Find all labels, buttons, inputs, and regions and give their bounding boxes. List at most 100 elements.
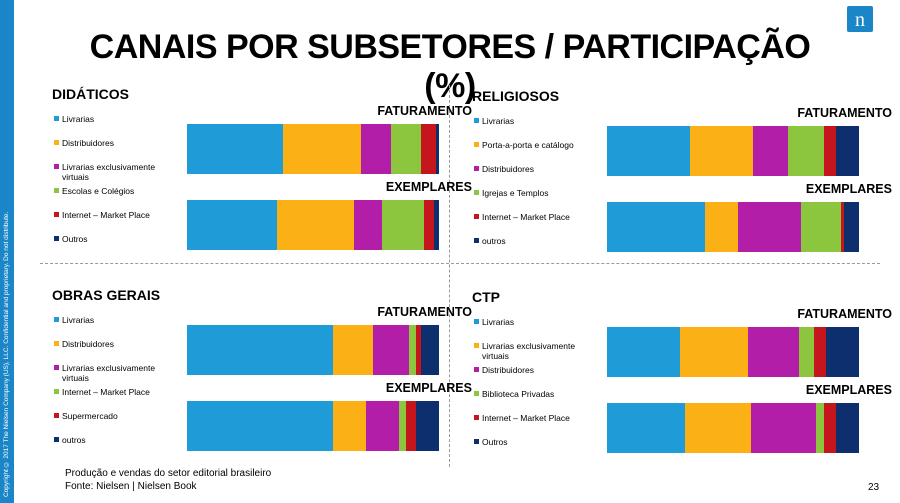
bar-segment-internet-market-place	[823, 126, 837, 176]
bar-segment-livrarias-exclusivamente-virtuais	[360, 124, 392, 174]
chart-title: DIDÁTICOS	[52, 86, 129, 102]
bar-label-faturamento: FATURAMENTO	[377, 305, 472, 319]
vertical-divider	[449, 85, 450, 467]
panel-didaticos: DIDÁTICOS Livrarias Distribuidores Livraria…	[52, 86, 472, 266]
panel-religiosos: RELIGIOSOS Livrarias Porta-a-porta e catál…	[472, 88, 892, 268]
stacked-bar-exemplares	[187, 200, 439, 250]
bar-segment-distribuidores	[333, 401, 366, 451]
bar-segment-supermercado	[416, 325, 422, 375]
bar-segment-supermercado	[406, 401, 417, 451]
legend-label: Internet – Market Place	[62, 387, 150, 397]
legend-label: Internet – Market Place	[482, 212, 570, 222]
bar-segment-outros	[436, 124, 439, 174]
copyright-text: Copyright © 2017 The Nielsen Company (US…	[3, 211, 10, 497]
legend-swatch	[54, 116, 59, 121]
stacked-bar-faturamento	[187, 325, 439, 375]
legend-swatch	[474, 214, 479, 219]
legend-label: Outros	[482, 437, 508, 447]
bar-segment-outros	[826, 327, 859, 377]
bar-segment-porta-a-porta-e-catalogo	[690, 126, 754, 176]
legend-swatch	[54, 140, 59, 145]
legend-label: Escolas e Colégios	[62, 186, 135, 196]
bar-segment-livrarias	[187, 124, 283, 174]
legend-swatch	[474, 367, 479, 372]
bar-segment-livrarias-exclusivamente-virtuais	[373, 325, 409, 375]
bar-label-exemplares: EXEMPLARES	[805, 182, 892, 196]
logo-letter: n	[855, 9, 865, 31]
chart-title: CTP	[472, 289, 500, 305]
legend-label: outros	[62, 435, 86, 445]
bar-segment-outros	[843, 202, 859, 252]
bar-segment-biblioteca-privadas	[798, 327, 814, 377]
legend-label: Igrejas e Templos	[482, 188, 549, 198]
bar-segment-livrarias	[607, 126, 691, 176]
legend-swatch	[54, 317, 59, 322]
legend-label: Livrarias	[482, 317, 515, 327]
bar-segment-porta-a-porta-e-catalogo	[705, 202, 739, 252]
bar-segment-distribuidores	[282, 124, 361, 174]
legend-label: Livrarias exclusivamente virtuais	[62, 162, 156, 182]
legend-label: Supermercado	[62, 411, 118, 421]
bar-segment-livrarias	[607, 327, 681, 377]
bar-segment-livrarias-exclusivamente-virtuais	[365, 401, 399, 451]
chart-title: OBRAS GERAIS	[52, 287, 161, 303]
chart-title: RELIGIOSOS	[472, 88, 560, 104]
bar-segment-biblioteca-privadas	[816, 403, 824, 453]
legend-label: Distribuidores	[62, 138, 114, 148]
legend-swatch	[474, 343, 479, 348]
bar-segment-outros	[421, 325, 439, 375]
bar-segment-internet-market-place	[408, 325, 417, 375]
legend-label: Livrarias exclusivamente virtuais	[482, 341, 576, 361]
legend-label: Internet – Market Place	[62, 210, 150, 220]
bar-label-faturamento: FATURAMENTO	[797, 307, 892, 321]
legend-label: Internet – Market Place	[482, 413, 570, 423]
bar-segment-outros	[836, 126, 859, 176]
stacked-bar-exemplares	[187, 401, 439, 451]
bar-segment-internet-market-place	[823, 403, 837, 453]
bar-segment-distribuidores	[333, 325, 374, 375]
bar-segment-livrarias-exclusivamente-virtuais	[685, 403, 751, 453]
legend-label: Distribuidores	[482, 164, 534, 174]
bar-segment-distribuidores	[750, 403, 817, 453]
legend-swatch	[474, 118, 479, 123]
copyright-sidebar: Copyright © 2017 The Nielsen Company (US…	[0, 0, 14, 503]
bar-segment-internet-market-place	[398, 401, 407, 451]
bar-segment-outros	[416, 401, 439, 451]
legend-swatch	[54, 413, 59, 418]
legend-swatch	[474, 391, 479, 396]
bar-label-faturamento: FATURAMENTO	[797, 106, 892, 120]
legend-label: Livrarias	[62, 315, 95, 325]
bar-segment-outros	[836, 403, 859, 453]
bar-segment-livrarias	[607, 202, 706, 252]
bar-segment-livrarias	[187, 401, 334, 451]
legend-swatch	[474, 166, 479, 171]
legend-label: Livrarias	[482, 116, 515, 126]
bar-segment-livrarias	[187, 200, 277, 250]
legend-label: Distribuidores	[482, 365, 534, 375]
legend-swatch	[54, 212, 59, 217]
bar-segment-internet-market-place	[841, 202, 844, 252]
legend-label: Porta-a-porta e catálogo	[482, 140, 574, 150]
page-title: CANAIS POR SUBSETORES / PARTICIPAÇÃO (%)	[89, 28, 811, 105]
nielsen-logo: n	[847, 6, 873, 32]
legend-swatch	[54, 164, 59, 169]
stacked-bar-exemplares	[607, 202, 859, 252]
legend-label: Livrarias exclusivamente virtuais	[62, 363, 156, 383]
bar-segment-livrarias-exclusivamente-virtuais	[354, 200, 382, 250]
legend-label: Outros	[62, 234, 88, 244]
bar-segment-igrejas-e-templos	[801, 202, 842, 252]
legend-label: Biblioteca Privadas	[482, 389, 555, 399]
stacked-bar-faturamento	[187, 124, 439, 174]
bar-segment-internet-market-place	[421, 124, 437, 174]
legend-swatch	[54, 389, 59, 394]
bar-segment-igrejas-e-templos	[788, 126, 824, 176]
bar-label-faturamento: FATURAMENTO	[377, 104, 472, 118]
legend-swatch	[54, 437, 59, 442]
bar-segment-livrarias	[187, 325, 334, 375]
bar-segment-distribuidores	[753, 126, 789, 176]
panel-ctp: CTP Livrarias Livrarias exclusivamente vir…	[472, 289, 892, 469]
bar-segment-escolas-e-colegios	[391, 124, 422, 174]
legend-swatch	[474, 319, 479, 324]
footer-line-2: Fonte: Nielsen | Nielsen Book	[65, 481, 197, 492]
bar-label-exemplares: EXEMPLARES	[805, 383, 892, 397]
